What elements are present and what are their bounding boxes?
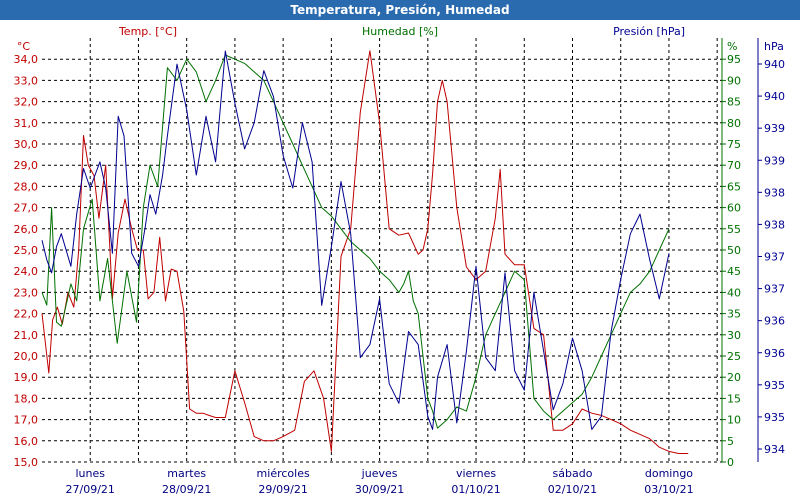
x-tick-day: lunes [75, 467, 105, 480]
temperature-tick-label: 18,0 [14, 392, 39, 405]
humidity-tick-label: 30 [727, 329, 741, 342]
temperature-unit: °C [17, 40, 31, 53]
grid-lines [42, 38, 722, 463]
humidity-tick-label: 75 [727, 138, 741, 151]
temperature-tick-label: 19,0 [14, 371, 39, 384]
pressure-tick-label: 936 [764, 347, 785, 360]
pressure-tick-label: 939 [764, 154, 785, 167]
x-tick-day: domingo [645, 467, 693, 480]
temperature-tick-label: 23,0 [14, 286, 39, 299]
x-tick-date: 28/09/21 [162, 483, 211, 496]
x-tick-date: 03/10/21 [644, 483, 693, 496]
pressure-tick-label: 937 [764, 283, 785, 296]
pressure-tick-label: 939 [764, 122, 785, 135]
humidity-tick-label: 10 [727, 414, 741, 427]
x-tick-day: viernes [456, 467, 496, 480]
pressure-tick-label: 934 [764, 443, 785, 456]
humidity-series-label: Humedad [%] [362, 25, 438, 38]
temperature-tick-label: 28,0 [14, 180, 39, 193]
pressure-series-label: Presión [hPa] [613, 25, 685, 38]
humidity-tick-label: 40 [727, 286, 741, 299]
humidity-tick-label: 85 [727, 96, 741, 109]
x-tick-day: jueves [361, 467, 398, 480]
pressure-tick-label: 940 [764, 90, 785, 103]
x-tick-day: sábado [553, 467, 593, 480]
pressure-line [41, 50, 670, 430]
humidity-line [41, 54, 670, 429]
x-tick-date: 02/10/21 [548, 483, 597, 496]
series-labels: Temp. [°C] Humedad [%] Presión [hPa] [118, 25, 685, 38]
pressure-tick-label: 936 [764, 315, 785, 328]
humidity-tick-label: 45 [727, 265, 741, 278]
temperature-tick-label: 16,0 [14, 435, 39, 448]
x-tick-date: 27/09/21 [66, 483, 115, 496]
x-tick-date: 01/10/21 [451, 483, 500, 496]
humidity-tick-label: 80 [727, 117, 741, 130]
pressure-tick-label: 935 [764, 411, 785, 424]
x-tick-date: 29/09/21 [258, 483, 307, 496]
temperature-tick-label: 24,0 [14, 265, 39, 278]
temperature-tick-label: 33,0 [14, 74, 39, 87]
pressure-tick-label: 940 [764, 58, 785, 71]
humidity-unit: % [727, 40, 737, 53]
humidity-tick-label: 90 [727, 74, 741, 87]
tick-labels: 15,0 16,0 17,0 18,0 19,0 20,0 21,0 22,0 23,0 24,0… [14, 38, 785, 496]
humidity-tick-label: 15 [727, 392, 741, 405]
temperature-tick-label: 25,0 [14, 244, 39, 257]
x-tick-day: martes [167, 467, 206, 480]
temperature-tick-label: 15,0 [14, 456, 39, 469]
temperature-tick-label: 17,0 [14, 414, 39, 427]
x-tick-day: miércoles [257, 467, 310, 480]
temperature-tick-label: 21,0 [14, 329, 39, 342]
x-tick-date: 30/09/21 [355, 483, 404, 496]
humidity-tick-label: 65 [727, 180, 741, 193]
humidity-tick-label: 70 [727, 159, 741, 172]
humidity-tick-label: 50 [727, 244, 741, 257]
humidity-tick-label: 20 [727, 371, 741, 384]
pressure-tick-label: 935 [764, 379, 785, 392]
temperature-tick-label: 20,0 [14, 350, 39, 363]
temperature-tick-label: 30,0 [14, 138, 39, 151]
temperature-tick-label: 22,0 [14, 308, 39, 321]
window-title: Temperatura, Presión, Humedad [0, 0, 800, 20]
temperature-tick-label: 34,0 [14, 53, 39, 66]
temperature-tick-label: 29,0 [14, 159, 39, 172]
pressure-tick-label: 937 [764, 251, 785, 264]
humidity-tick-label: 55 [727, 223, 741, 236]
temperature-tick-label: 27,0 [14, 202, 39, 215]
temperature-tick-label: 31,0 [14, 117, 39, 130]
pressure-tick-label: 938 [764, 218, 785, 231]
series-lines [41, 50, 689, 454]
humidity-tick-label: 25 [727, 350, 741, 363]
humidity-tick-label: 60 [727, 202, 741, 215]
pressure-unit: hPa [764, 40, 784, 53]
humidity-tick-label: 0 [727, 456, 734, 469]
weather-chart: 15,0 16,0 17,0 18,0 19,0 20,0 21,0 22,0 23,0 24,0… [14, 25, 786, 496]
humidity-tick-label: 5 [727, 435, 734, 448]
temperature-tick-label: 26,0 [14, 223, 39, 236]
temperature-tick-label: 32,0 [14, 96, 39, 109]
pressure-tick-label: 938 [764, 186, 785, 199]
temperature-line [41, 50, 689, 454]
humidity-tick-label: 35 [727, 308, 741, 321]
humidity-tick-label: 95 [727, 53, 741, 66]
temperature-series-label: Temp. [°C] [118, 25, 177, 38]
